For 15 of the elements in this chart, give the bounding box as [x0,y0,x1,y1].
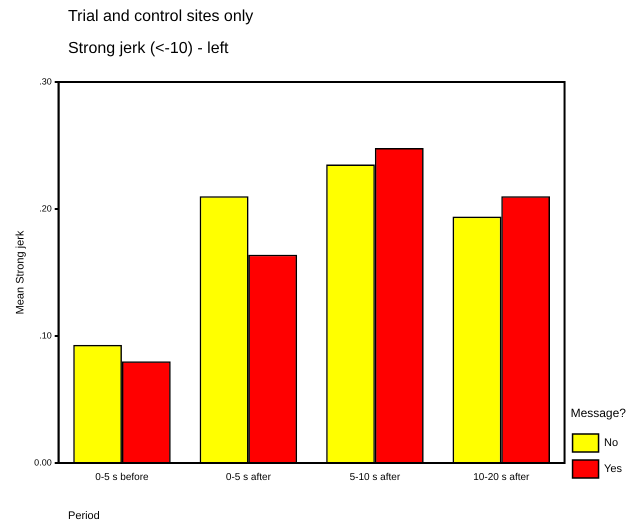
x-tick-label: 5-10 s after [350,472,401,483]
legend-title: Message? [570,406,626,420]
y-axis-title: Mean Strong jerk [14,230,27,314]
x-tick-label: 10-20 s after [473,472,530,483]
y-tick-label: .10 [39,330,52,340]
y-tick-label: 0.00 [34,457,52,468]
chart-subtitle: Strong jerk (<-10) - left [68,40,228,58]
legend-label: Yes [604,463,622,476]
x-tick-label: 0-5 s after [226,472,272,483]
x-tick-label: 0-5 s before [95,472,150,483]
y-tick-label: .20 [39,203,52,214]
x-axis-title: Period [68,510,100,522]
y-tick-label: .30 [39,76,52,86]
chart-title: Trial and control sites only [68,8,254,26]
legend-label: No [604,437,618,450]
